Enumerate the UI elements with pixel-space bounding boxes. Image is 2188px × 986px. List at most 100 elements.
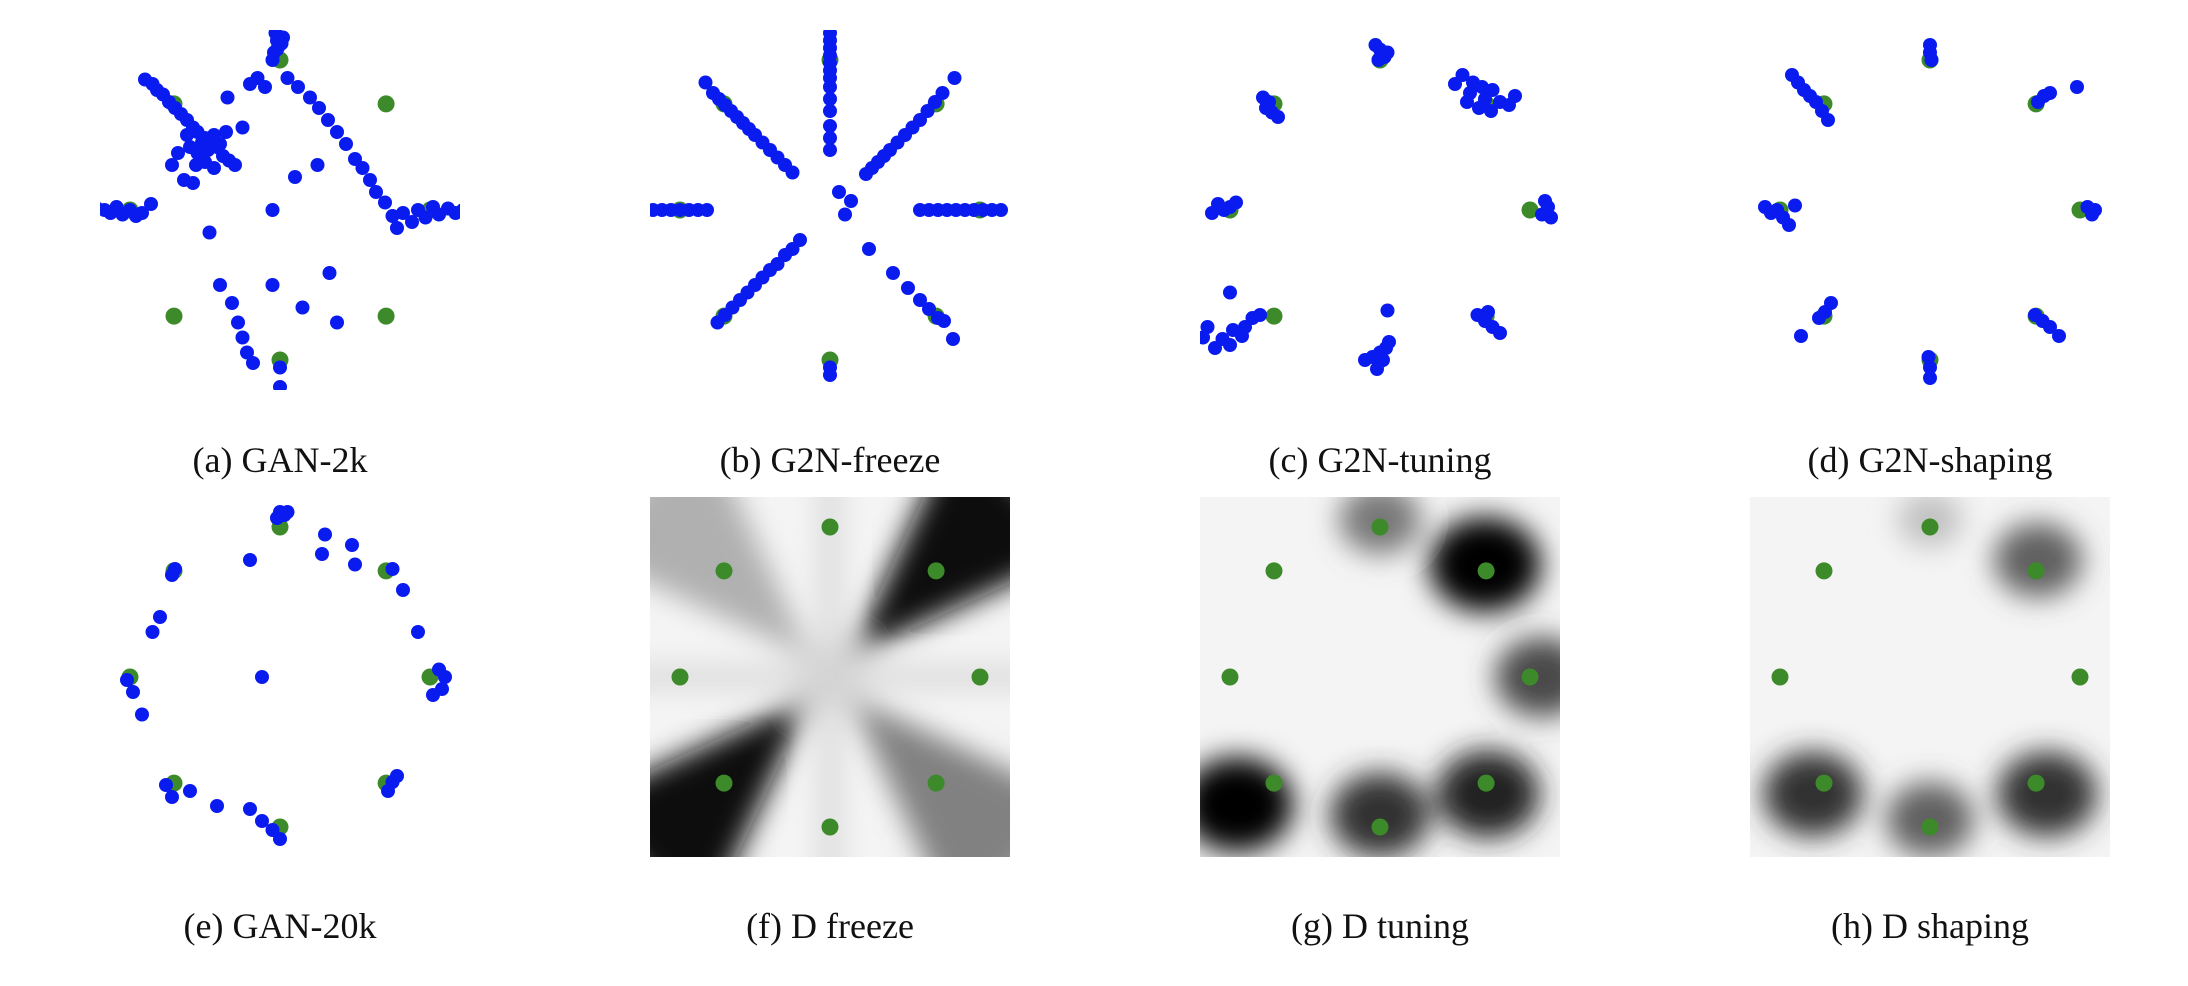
generated-sample-point bbox=[823, 361, 837, 375]
generated-sample-point bbox=[165, 790, 179, 804]
generated-sample-point bbox=[832, 185, 846, 199]
caption-f: (f) D freeze bbox=[620, 906, 1040, 946]
generated-sample-point bbox=[1235, 329, 1249, 343]
generated-sample-point bbox=[288, 170, 302, 184]
generated-sample-point bbox=[1381, 304, 1395, 318]
generated-sample-point bbox=[203, 226, 217, 240]
panel-gan-20k bbox=[100, 497, 460, 857]
scatter-gan-20k bbox=[100, 497, 460, 857]
generated-sample-point bbox=[396, 583, 410, 597]
generated-sample-point bbox=[266, 278, 280, 292]
generated-sample-point bbox=[339, 137, 353, 151]
generated-sample-point bbox=[994, 203, 1008, 217]
generated-sample-point bbox=[1358, 353, 1372, 367]
generated-sample-point bbox=[411, 203, 425, 217]
generated-sample-point bbox=[386, 209, 400, 223]
generated-sample-point bbox=[1253, 308, 1267, 322]
generated-sample-point bbox=[231, 316, 245, 330]
generated-sample-point bbox=[330, 316, 344, 330]
generated-sample-point bbox=[426, 688, 440, 702]
generated-sample-point bbox=[844, 194, 858, 208]
generated-sample-point bbox=[1544, 211, 1558, 225]
generated-sample-point bbox=[862, 242, 876, 256]
generated-sample-point bbox=[221, 91, 235, 105]
generated-sample-point bbox=[1369, 38, 1383, 52]
generated-sample-point bbox=[236, 121, 250, 135]
heatmap-dark-region bbox=[1330, 773, 1430, 858]
target-mode-point bbox=[166, 308, 183, 325]
scatter-g2n-shaping bbox=[1750, 30, 2110, 390]
target-mode-point bbox=[1772, 669, 1789, 686]
generated-sample-point bbox=[1372, 53, 1386, 67]
caption-a: (a) GAN-2k bbox=[70, 440, 490, 480]
caption-d: (d) G2N-shaping bbox=[1720, 440, 2140, 480]
generated-sample-point bbox=[411, 625, 425, 639]
generated-sample-point bbox=[345, 538, 359, 552]
generated-sample-point bbox=[210, 799, 224, 813]
target-mode-point bbox=[672, 669, 689, 686]
target-mode-point bbox=[2072, 669, 2089, 686]
generated-sample-point bbox=[2070, 80, 2084, 94]
generated-sample-point bbox=[120, 673, 134, 687]
generated-sample-point bbox=[1271, 110, 1285, 124]
generated-sample-point bbox=[381, 784, 395, 798]
generated-sample-point bbox=[2043, 86, 2057, 100]
generated-sample-point bbox=[886, 266, 900, 280]
heatmap-dark-region bbox=[1994, 523, 2082, 598]
generated-sample-point bbox=[1923, 38, 1937, 52]
generated-sample-point bbox=[1472, 101, 1486, 115]
panel-g2n-shaping bbox=[1750, 30, 2110, 390]
generated-sample-point bbox=[432, 663, 446, 677]
generated-sample-point bbox=[168, 562, 182, 576]
generated-sample-point bbox=[1788, 199, 1802, 213]
target-mode-point bbox=[1266, 775, 1283, 792]
generated-sample-point bbox=[330, 125, 344, 139]
target-mode-point bbox=[1522, 669, 1539, 686]
generated-sample-point bbox=[266, 203, 280, 217]
generated-sample-point bbox=[356, 161, 370, 175]
generated-sample-point bbox=[378, 196, 392, 210]
generated-sample-point bbox=[312, 101, 326, 115]
target-mode-point bbox=[2028, 562, 2045, 579]
scatter-g2n-freeze bbox=[650, 30, 1010, 390]
generated-sample-point bbox=[255, 670, 269, 684]
panel-g2n-tuning bbox=[1200, 30, 1560, 390]
panel-gan-2k bbox=[100, 30, 460, 390]
target-mode-point bbox=[716, 775, 733, 792]
generated-sample-point bbox=[1484, 104, 1498, 118]
generated-sample-point bbox=[315, 547, 329, 561]
generated-sample-point bbox=[937, 314, 951, 328]
generated-sample-point bbox=[318, 528, 332, 542]
generated-sample-point bbox=[1538, 194, 1552, 208]
generated-sample-point bbox=[859, 167, 873, 181]
generated-sample-point bbox=[1460, 95, 1474, 109]
heatmap-dark-region bbox=[1997, 752, 2097, 837]
generated-sample-point bbox=[390, 769, 404, 783]
target-mode-point bbox=[1922, 519, 1939, 536]
generated-sample-point bbox=[1812, 311, 1826, 325]
generated-sample-point bbox=[207, 161, 221, 175]
scatter-g2n-tuning bbox=[1200, 30, 1560, 390]
generated-sample-point bbox=[1382, 335, 1396, 349]
generated-sample-point bbox=[201, 143, 215, 157]
generated-sample-point bbox=[270, 43, 284, 57]
generated-sample-point bbox=[1794, 329, 1808, 343]
generated-sample-point bbox=[258, 80, 272, 94]
generated-sample-point bbox=[281, 505, 295, 519]
generated-sample-point bbox=[823, 119, 837, 133]
generated-sample-point bbox=[144, 197, 158, 211]
panel-d-shaping bbox=[1750, 497, 2110, 857]
generated-sample-point bbox=[823, 131, 837, 145]
generated-sample-point bbox=[901, 281, 915, 295]
target-mode-point bbox=[378, 95, 395, 112]
generated-sample-point bbox=[243, 553, 257, 567]
generated-sample-point bbox=[296, 301, 310, 315]
target-mode-point bbox=[1266, 562, 1283, 579]
generated-sample-point bbox=[1370, 362, 1384, 376]
generated-sample-point bbox=[1782, 218, 1796, 232]
generated-sample-point bbox=[1821, 113, 1835, 127]
generated-sample-point bbox=[165, 158, 179, 172]
generated-sample-point bbox=[838, 208, 852, 222]
target-mode-point bbox=[1922, 819, 1939, 836]
caption-e: (e) GAN-20k bbox=[70, 906, 490, 946]
